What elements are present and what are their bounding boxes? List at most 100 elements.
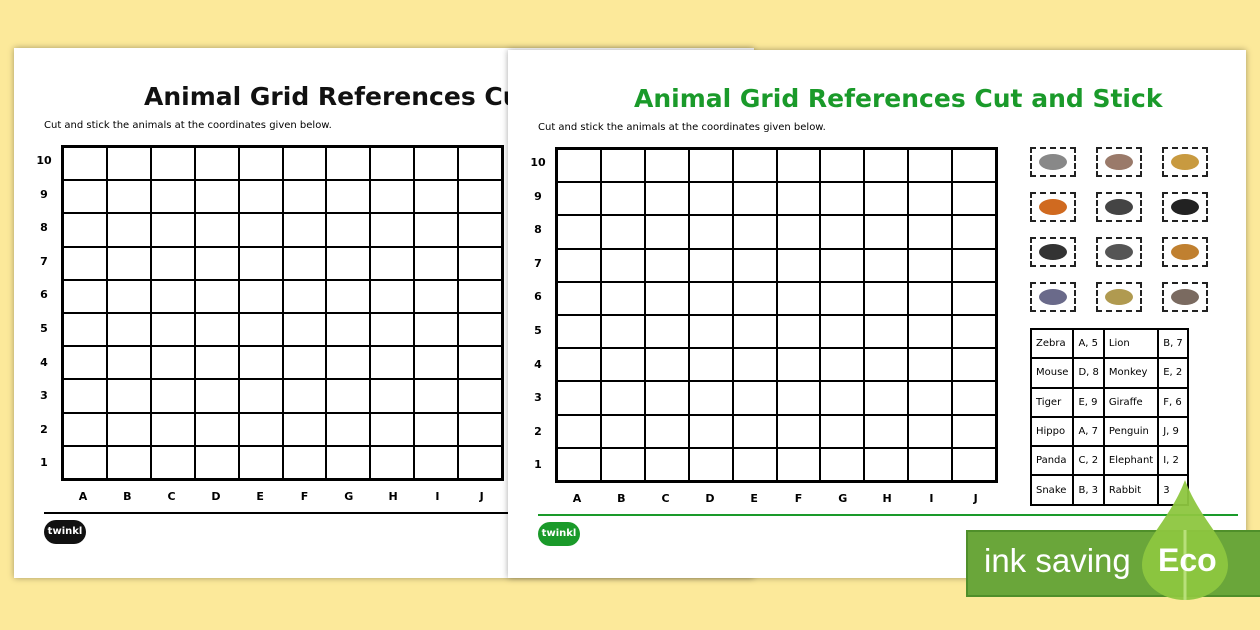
grid-cell[interactable]	[557, 381, 601, 415]
grid-cell[interactable]	[458, 213, 502, 247]
grid-cell[interactable]	[688, 414, 733, 448]
grid-cell[interactable]	[600, 149, 645, 183]
grid-cell[interactable]	[952, 215, 996, 249]
grid-cell[interactable]	[194, 279, 239, 313]
grid-cell[interactable]	[776, 315, 821, 349]
grid-cell[interactable]	[106, 445, 151, 479]
snake-card[interactable]	[1096, 282, 1142, 312]
grid-cell[interactable]	[732, 215, 777, 249]
grid-cell[interactable]	[150, 147, 195, 181]
panda-card[interactable]	[1030, 237, 1076, 267]
hippo-card[interactable]	[1030, 282, 1076, 312]
grid-cell[interactable]	[864, 149, 909, 183]
grid-cell[interactable]	[106, 346, 151, 380]
grid-cell[interactable]	[414, 412, 459, 446]
grid-cell[interactable]	[600, 248, 645, 282]
grid-cell[interactable]	[370, 147, 415, 181]
grid-cell[interactable]	[952, 248, 996, 282]
grid-cell[interactable]	[150, 213, 195, 247]
grid-cell[interactable]	[282, 412, 327, 446]
grid-cell[interactable]	[238, 346, 283, 380]
grid-cell[interactable]	[644, 281, 689, 315]
grid-cell[interactable]	[106, 147, 151, 181]
grid-cell[interactable]	[282, 445, 327, 479]
grid-cell[interactable]	[952, 281, 996, 315]
grid-cell[interactable]	[150, 445, 195, 479]
grid-cell[interactable]	[282, 147, 327, 181]
grid-cell[interactable]	[150, 313, 195, 347]
grid-cell[interactable]	[644, 348, 689, 382]
grid-cell[interactable]	[732, 149, 777, 183]
grid-cell[interactable]	[644, 315, 689, 349]
grid-cell[interactable]	[458, 246, 502, 280]
grid-cell[interactable]	[238, 147, 283, 181]
grid-cell[interactable]	[952, 381, 996, 415]
grid-cell[interactable]	[688, 182, 733, 216]
grid-cell[interactable]	[458, 279, 502, 313]
grid-cell[interactable]	[414, 313, 459, 347]
grid-cell[interactable]	[908, 281, 953, 315]
grid-cell[interactable]	[150, 246, 195, 280]
grid-cell[interactable]	[414, 180, 459, 214]
grid-cell[interactable]	[908, 215, 953, 249]
grid-cell[interactable]	[600, 182, 645, 216]
tiger-card[interactable]	[1030, 192, 1076, 222]
grid-cell[interactable]	[63, 279, 107, 313]
grid-cell[interactable]	[414, 379, 459, 413]
grid-cell[interactable]	[238, 412, 283, 446]
grid-cell[interactable]	[732, 248, 777, 282]
grid-cell[interactable]	[238, 213, 283, 247]
grid-cell[interactable]	[952, 447, 996, 481]
grid-cell[interactable]	[326, 445, 371, 479]
grid-cell[interactable]	[908, 182, 953, 216]
grid-cell[interactable]	[688, 215, 733, 249]
worksheet-preview-color[interactable]: Animal Grid References Cut and Stick Cut …	[508, 50, 1246, 578]
grid-cell[interactable]	[370, 445, 415, 479]
grid-cell[interactable]	[557, 182, 601, 216]
grid-cell[interactable]	[820, 182, 865, 216]
grid-cell[interactable]	[458, 180, 502, 214]
grid-cell[interactable]	[952, 182, 996, 216]
grid-cell[interactable]	[414, 147, 459, 181]
grid-cell[interactable]	[282, 346, 327, 380]
gorilla-card[interactable]	[1162, 192, 1208, 222]
grid-cell[interactable]	[776, 348, 821, 382]
grid-cell[interactable]	[557, 447, 601, 481]
grid-cell[interactable]	[557, 248, 601, 282]
grid-cell[interactable]	[600, 414, 645, 448]
grid-cell[interactable]	[557, 215, 601, 249]
grid-cell[interactable]	[688, 381, 733, 415]
grid-cell[interactable]	[908, 348, 953, 382]
grid-cell[interactable]	[150, 379, 195, 413]
grid-cell[interactable]	[194, 445, 239, 479]
grid-cell[interactable]	[282, 246, 327, 280]
grid-cell[interactable]	[106, 379, 151, 413]
grid-cell[interactable]	[776, 447, 821, 481]
grid-cell[interactable]	[864, 315, 909, 349]
grid-cell[interactable]	[106, 313, 151, 347]
grid-cell[interactable]	[776, 215, 821, 249]
grid-cell[interactable]	[820, 348, 865, 382]
grid-cell[interactable]	[600, 381, 645, 415]
grid-cell[interactable]	[952, 414, 996, 448]
grid-cell[interactable]	[820, 281, 865, 315]
grid-cell[interactable]	[326, 180, 371, 214]
grid-cell[interactable]	[732, 182, 777, 216]
grid-cell[interactable]	[820, 447, 865, 481]
grid-cell[interactable]	[370, 313, 415, 347]
grid-cell[interactable]	[63, 379, 107, 413]
grid-cell[interactable]	[194, 346, 239, 380]
grid-cell[interactable]	[688, 248, 733, 282]
grid-cell[interactable]	[688, 281, 733, 315]
grid-cell[interactable]	[63, 180, 107, 214]
grid-cell[interactable]	[864, 447, 909, 481]
grid-cell[interactable]	[326, 412, 371, 446]
grid-cell[interactable]	[63, 346, 107, 380]
grid-cell[interactable]	[282, 279, 327, 313]
grid-cell[interactable]	[732, 315, 777, 349]
grid-cell[interactable]	[194, 147, 239, 181]
grid-cell[interactable]	[644, 414, 689, 448]
zebra-card[interactable]	[1030, 147, 1076, 177]
grid-cell[interactable]	[820, 381, 865, 415]
grid-cell[interactable]	[644, 248, 689, 282]
